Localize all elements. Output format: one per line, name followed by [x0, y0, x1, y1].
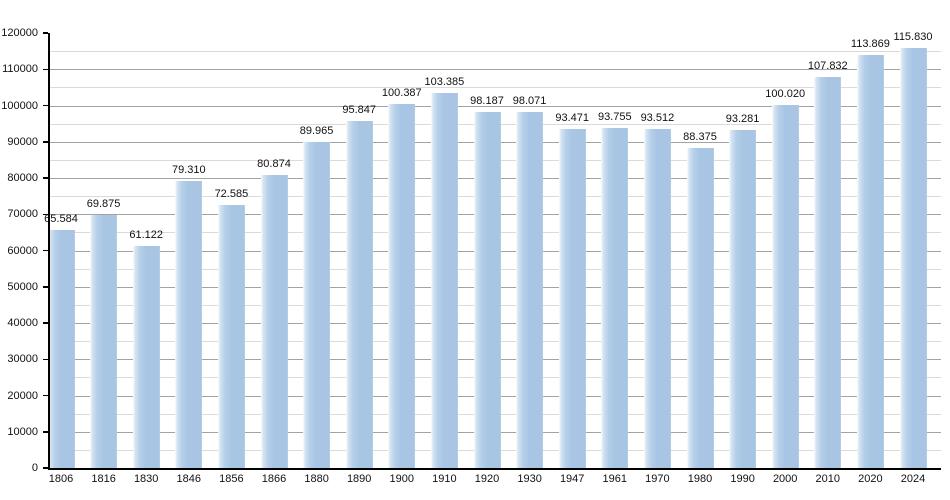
- bar-value-label: 80.874: [257, 157, 291, 170]
- gridline-minor: [48, 87, 941, 89]
- bar-1816: [90, 214, 118, 468]
- y-axis-tick: [43, 141, 48, 143]
- x-axis-label: 2000: [772, 473, 798, 485]
- x-axis-label: 1910: [432, 473, 457, 485]
- x-axis-label: 1846: [176, 473, 202, 485]
- bar-1806: [47, 230, 75, 468]
- gridline-major: [48, 105, 941, 107]
- x-axis-label: 1806: [48, 473, 74, 485]
- y-axis-tick: [43, 213, 48, 215]
- bar-1880: [303, 141, 331, 468]
- bar-value-label: 95.847: [342, 103, 377, 116]
- y-axis-label: 90000: [7, 135, 38, 148]
- bar-1856: [217, 204, 245, 468]
- y-axis-tick: [43, 249, 48, 252]
- y-axis-label: 40000: [7, 317, 38, 329]
- bar-1930: [516, 112, 544, 468]
- bar-1970: [643, 129, 671, 468]
- bar-2010: [814, 77, 842, 468]
- bar-1846: [175, 180, 203, 468]
- x-axis-label: 2020: [858, 473, 883, 485]
- y-axis-label: 0: [31, 462, 38, 474]
- y-axis-tick: [43, 177, 48, 179]
- bar-value-label: 93.281: [725, 112, 760, 125]
- y-axis-label: 10000: [7, 425, 38, 438]
- x-axis-label: 1920: [474, 473, 500, 485]
- bar-value-label: 79.310: [171, 163, 206, 176]
- y-axis-tick: [43, 32, 48, 34]
- bar-value-label: 107.832: [807, 60, 848, 73]
- y-axis-tick: [43, 467, 48, 469]
- y-axis-tick: [43, 322, 48, 324]
- y-axis-label: 50000: [7, 280, 38, 293]
- y-axis-tick: [43, 431, 48, 433]
- bar-1980: [686, 147, 714, 468]
- bar-value-label: 93.512: [640, 112, 675, 125]
- y-axis-label: 20000: [7, 389, 38, 402]
- bar-value-label: 100.020: [765, 88, 806, 101]
- x-axis-label: 1816: [91, 473, 116, 485]
- bar-1830: [132, 246, 160, 468]
- x-axis-label: 2024: [900, 473, 926, 485]
- y-axis-line: [48, 33, 50, 468]
- x-axis-line: [48, 468, 941, 470]
- y-axis-label: 100000: [1, 99, 38, 112]
- bar-1866: [260, 174, 288, 468]
- y-axis-label: 110000: [2, 63, 38, 76]
- x-axis-label: 1990: [730, 473, 755, 485]
- bar-value-label: 88.375: [683, 130, 717, 143]
- bar-value-label: 65.584: [44, 213, 78, 226]
- bar-1910: [430, 93, 458, 468]
- x-axis-label: 1830: [133, 473, 159, 485]
- y-axis-label: 80000: [7, 172, 38, 184]
- bar-value-label: 72.585: [214, 187, 249, 200]
- y-axis-tick: [43, 104, 48, 107]
- x-axis-label: 1880: [304, 473, 329, 485]
- x-axis-label: 1930: [517, 473, 542, 485]
- y-axis-tick: [43, 286, 48, 288]
- bar-value-label: 61.122: [129, 229, 164, 242]
- bar-value-label: 98.071: [512, 95, 547, 108]
- x-axis-label: 1947: [559, 473, 585, 485]
- x-axis-label: 1866: [261, 473, 287, 485]
- bar-value-label: 115.830: [893, 31, 933, 44]
- y-axis-label: 70000: [7, 208, 38, 221]
- x-axis-label: 2010: [815, 473, 841, 485]
- x-axis-label: 1970: [645, 473, 670, 485]
- gridline-minor: [48, 51, 941, 53]
- bar-2020: [856, 55, 884, 468]
- bar-1900: [388, 104, 416, 468]
- bar-value-label: 98.187: [470, 95, 504, 108]
- bar-1947: [558, 129, 586, 468]
- bar-value-label: 93.471: [555, 112, 590, 125]
- x-axis-label: 1890: [346, 473, 372, 485]
- y-axis-tick: [43, 394, 48, 397]
- bar-value-label: 100.387: [381, 87, 422, 100]
- x-axis-label: 1856: [219, 473, 244, 485]
- bar-value-label: 89.965: [299, 124, 334, 137]
- bar-value-label: 103.385: [424, 76, 465, 89]
- bar-1990: [729, 129, 757, 468]
- x-axis-label: 1980: [687, 473, 713, 485]
- gridline-major: [48, 69, 941, 71]
- y-axis-label: 30000: [7, 353, 38, 366]
- y-axis-tick: [43, 68, 48, 70]
- y-axis-label: 120000: [1, 27, 38, 39]
- bar-value-label: 113.869: [850, 38, 890, 51]
- bar-value-label: 93.755: [597, 111, 632, 124]
- bar-value-label: 69.875: [86, 197, 121, 210]
- y-axis-tick: [43, 358, 48, 360]
- x-axis-label: 1900: [389, 473, 415, 485]
- x-axis-label: 1961: [602, 473, 628, 485]
- bar-2000: [771, 105, 799, 468]
- bar-1890: [345, 120, 373, 468]
- y-axis-label: 60000: [7, 244, 38, 257]
- bar-2024: [899, 48, 927, 468]
- bar-1961: [601, 128, 629, 468]
- bar-1920: [473, 112, 501, 468]
